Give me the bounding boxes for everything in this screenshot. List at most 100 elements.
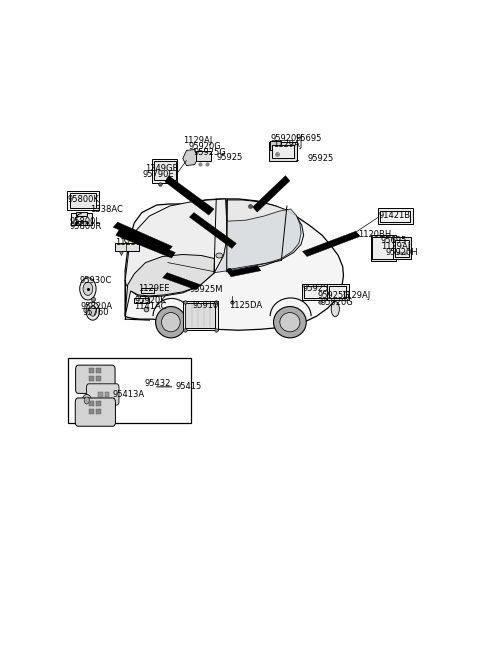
- Ellipse shape: [124, 230, 137, 245]
- Bar: [272, 145, 294, 158]
- Text: 1129EE: 1129EE: [138, 284, 169, 293]
- Bar: [196, 152, 211, 161]
- Polygon shape: [302, 232, 360, 256]
- Polygon shape: [190, 213, 236, 249]
- Polygon shape: [252, 176, 290, 212]
- Bar: [302, 284, 329, 300]
- Text: 91421B: 91421B: [378, 211, 410, 220]
- Circle shape: [80, 277, 96, 300]
- Ellipse shape: [280, 313, 300, 332]
- Text: 1249GB: 1249GB: [145, 163, 178, 173]
- Bar: [183, 301, 218, 330]
- Text: 95920K: 95920K: [134, 296, 166, 305]
- Polygon shape: [183, 150, 198, 165]
- Circle shape: [83, 282, 93, 295]
- Text: 95790E: 95790E: [143, 170, 174, 178]
- Bar: [89, 409, 94, 414]
- Bar: [76, 221, 87, 225]
- Ellipse shape: [216, 253, 223, 258]
- Text: 95695: 95695: [381, 236, 407, 245]
- Bar: [98, 392, 103, 398]
- Bar: [115, 243, 139, 251]
- Text: 95925: 95925: [216, 152, 242, 161]
- Text: 95925M: 95925M: [190, 285, 223, 295]
- Bar: [378, 208, 413, 224]
- Polygon shape: [227, 200, 304, 272]
- Polygon shape: [163, 273, 201, 290]
- Text: 95920H: 95920H: [385, 249, 418, 258]
- Circle shape: [83, 394, 91, 407]
- Bar: [395, 240, 409, 256]
- Text: 1129AJ: 1129AJ: [341, 291, 371, 300]
- Text: 95930C: 95930C: [79, 276, 111, 285]
- Text: 1338AC: 1338AC: [91, 205, 123, 214]
- Text: 1129AJ: 1129AJ: [183, 136, 212, 145]
- Text: ■: ■: [78, 195, 87, 205]
- Text: 95432: 95432: [145, 379, 171, 388]
- Bar: [270, 141, 281, 150]
- Text: 95800L: 95800L: [70, 216, 101, 226]
- Bar: [154, 161, 176, 180]
- Bar: [393, 237, 411, 258]
- Ellipse shape: [162, 313, 180, 332]
- Ellipse shape: [274, 306, 306, 338]
- Text: 95925: 95925: [307, 154, 333, 163]
- Circle shape: [86, 302, 99, 320]
- FancyBboxPatch shape: [86, 384, 119, 405]
- Polygon shape: [228, 266, 261, 277]
- Bar: [96, 377, 101, 381]
- Polygon shape: [125, 255, 215, 316]
- Bar: [89, 401, 94, 406]
- Ellipse shape: [156, 306, 186, 338]
- Text: 95925: 95925: [302, 284, 329, 293]
- Circle shape: [89, 306, 96, 316]
- Text: 1129AJ: 1129AJ: [381, 243, 410, 251]
- Text: 1129AJ: 1129AJ: [273, 140, 302, 150]
- Bar: [71, 213, 92, 225]
- Bar: [329, 286, 347, 298]
- Text: 95925G: 95925G: [317, 291, 350, 300]
- Bar: [133, 298, 148, 303]
- FancyBboxPatch shape: [76, 365, 115, 394]
- Text: 95920H: 95920H: [270, 134, 303, 143]
- Text: 95925G: 95925G: [194, 148, 227, 157]
- Text: 95760: 95760: [83, 308, 109, 317]
- Bar: [96, 401, 101, 406]
- Bar: [371, 236, 396, 260]
- Text: 95910: 95910: [192, 301, 219, 310]
- Bar: [372, 237, 395, 258]
- Text: 1125DR: 1125DR: [115, 238, 148, 247]
- Bar: [68, 358, 191, 423]
- Bar: [304, 286, 327, 298]
- Bar: [89, 377, 94, 381]
- Bar: [152, 159, 177, 183]
- Circle shape: [84, 397, 89, 404]
- Bar: [185, 304, 216, 328]
- Bar: [76, 212, 87, 216]
- Text: 95413A: 95413A: [112, 390, 144, 400]
- Bar: [380, 211, 410, 222]
- Bar: [70, 194, 96, 207]
- Text: 95920G: 95920G: [188, 142, 221, 151]
- Bar: [96, 409, 101, 414]
- Bar: [89, 368, 94, 373]
- Text: 95695: 95695: [295, 134, 322, 143]
- Bar: [269, 142, 297, 161]
- Text: 95415: 95415: [175, 382, 202, 392]
- Polygon shape: [125, 199, 344, 330]
- Bar: [96, 368, 101, 373]
- Polygon shape: [125, 199, 227, 297]
- Polygon shape: [215, 209, 301, 273]
- Bar: [141, 288, 154, 293]
- Text: 1141AC: 1141AC: [134, 302, 167, 311]
- Text: 1125DA: 1125DA: [229, 301, 263, 310]
- Bar: [327, 284, 348, 300]
- Polygon shape: [116, 229, 175, 258]
- Polygon shape: [165, 176, 214, 215]
- Bar: [67, 191, 99, 210]
- Text: 95920G: 95920G: [321, 298, 353, 307]
- Bar: [105, 392, 109, 398]
- Ellipse shape: [331, 302, 339, 317]
- FancyBboxPatch shape: [75, 398, 115, 426]
- Text: 1120BH: 1120BH: [359, 230, 392, 239]
